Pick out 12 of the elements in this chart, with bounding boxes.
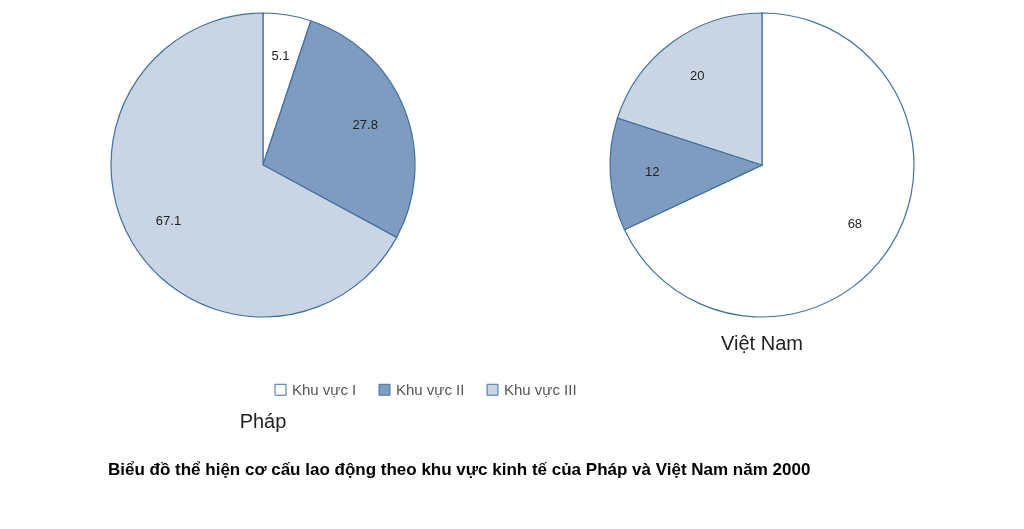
legend-label: Khu vực III [503, 380, 577, 398]
data-label: 67.1 [155, 213, 181, 229]
text: Pháp [239, 410, 286, 432]
data-label: 68 [847, 215, 862, 231]
data-label: 20 [689, 68, 705, 84]
legend-label: Khu vực II [395, 380, 464, 398]
data-label: 27.8 [352, 116, 378, 132]
data-label: 12 [644, 163, 659, 179]
text: Việt Nam [720, 332, 803, 354]
legend-label: Khu vực I [291, 380, 356, 398]
data-label: 5.1 [271, 48, 290, 64]
text: Biểu đồ thể hiện cơ cấu lao động theo khu vực kinh tế của Pháp và Việt Nam năm 2000 [107, 460, 810, 479]
